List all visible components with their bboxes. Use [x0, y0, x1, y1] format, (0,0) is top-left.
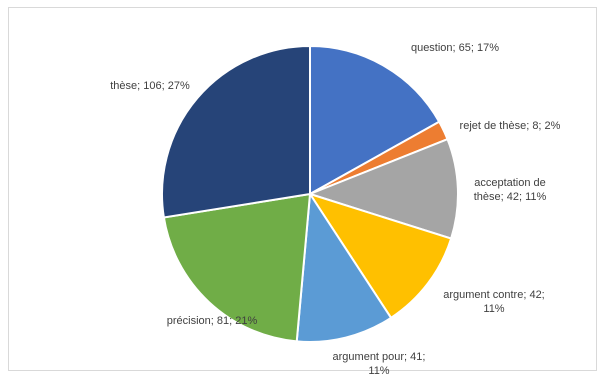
data-label-acceptation-de-thèse: acceptation de thèse; 42; 11%: [474, 177, 547, 203]
pie-slice-acceptation-de-thèse: [307, 137, 459, 240]
data-label-rejet-de-thèse: rejet de thèse; 8; 2%: [460, 120, 561, 132]
pie-slice-question: [309, 44, 441, 196]
data-label-question: question; 65; 17%: [411, 42, 499, 54]
pie-slices: [161, 44, 459, 343]
pie-slice-thèse: [161, 44, 311, 219]
data-label-thèse: thèse; 106; 27%: [110, 80, 190, 92]
data-label-argument-pour: argument pour; 41; 11%: [333, 351, 426, 377]
data-label-précision: précision; 81; 21%: [167, 315, 258, 327]
pie-slice-argument-pour: [295, 191, 393, 343]
data-label-argument-contre: argument contre; 42; 11%: [443, 289, 545, 315]
pie-slice-argument-contre: [307, 192, 453, 320]
data-labels: question; 65; 17% rejet de thèse; 8; 2% ac…: [110, 42, 560, 377]
pie-slice-précision: [162, 192, 312, 343]
